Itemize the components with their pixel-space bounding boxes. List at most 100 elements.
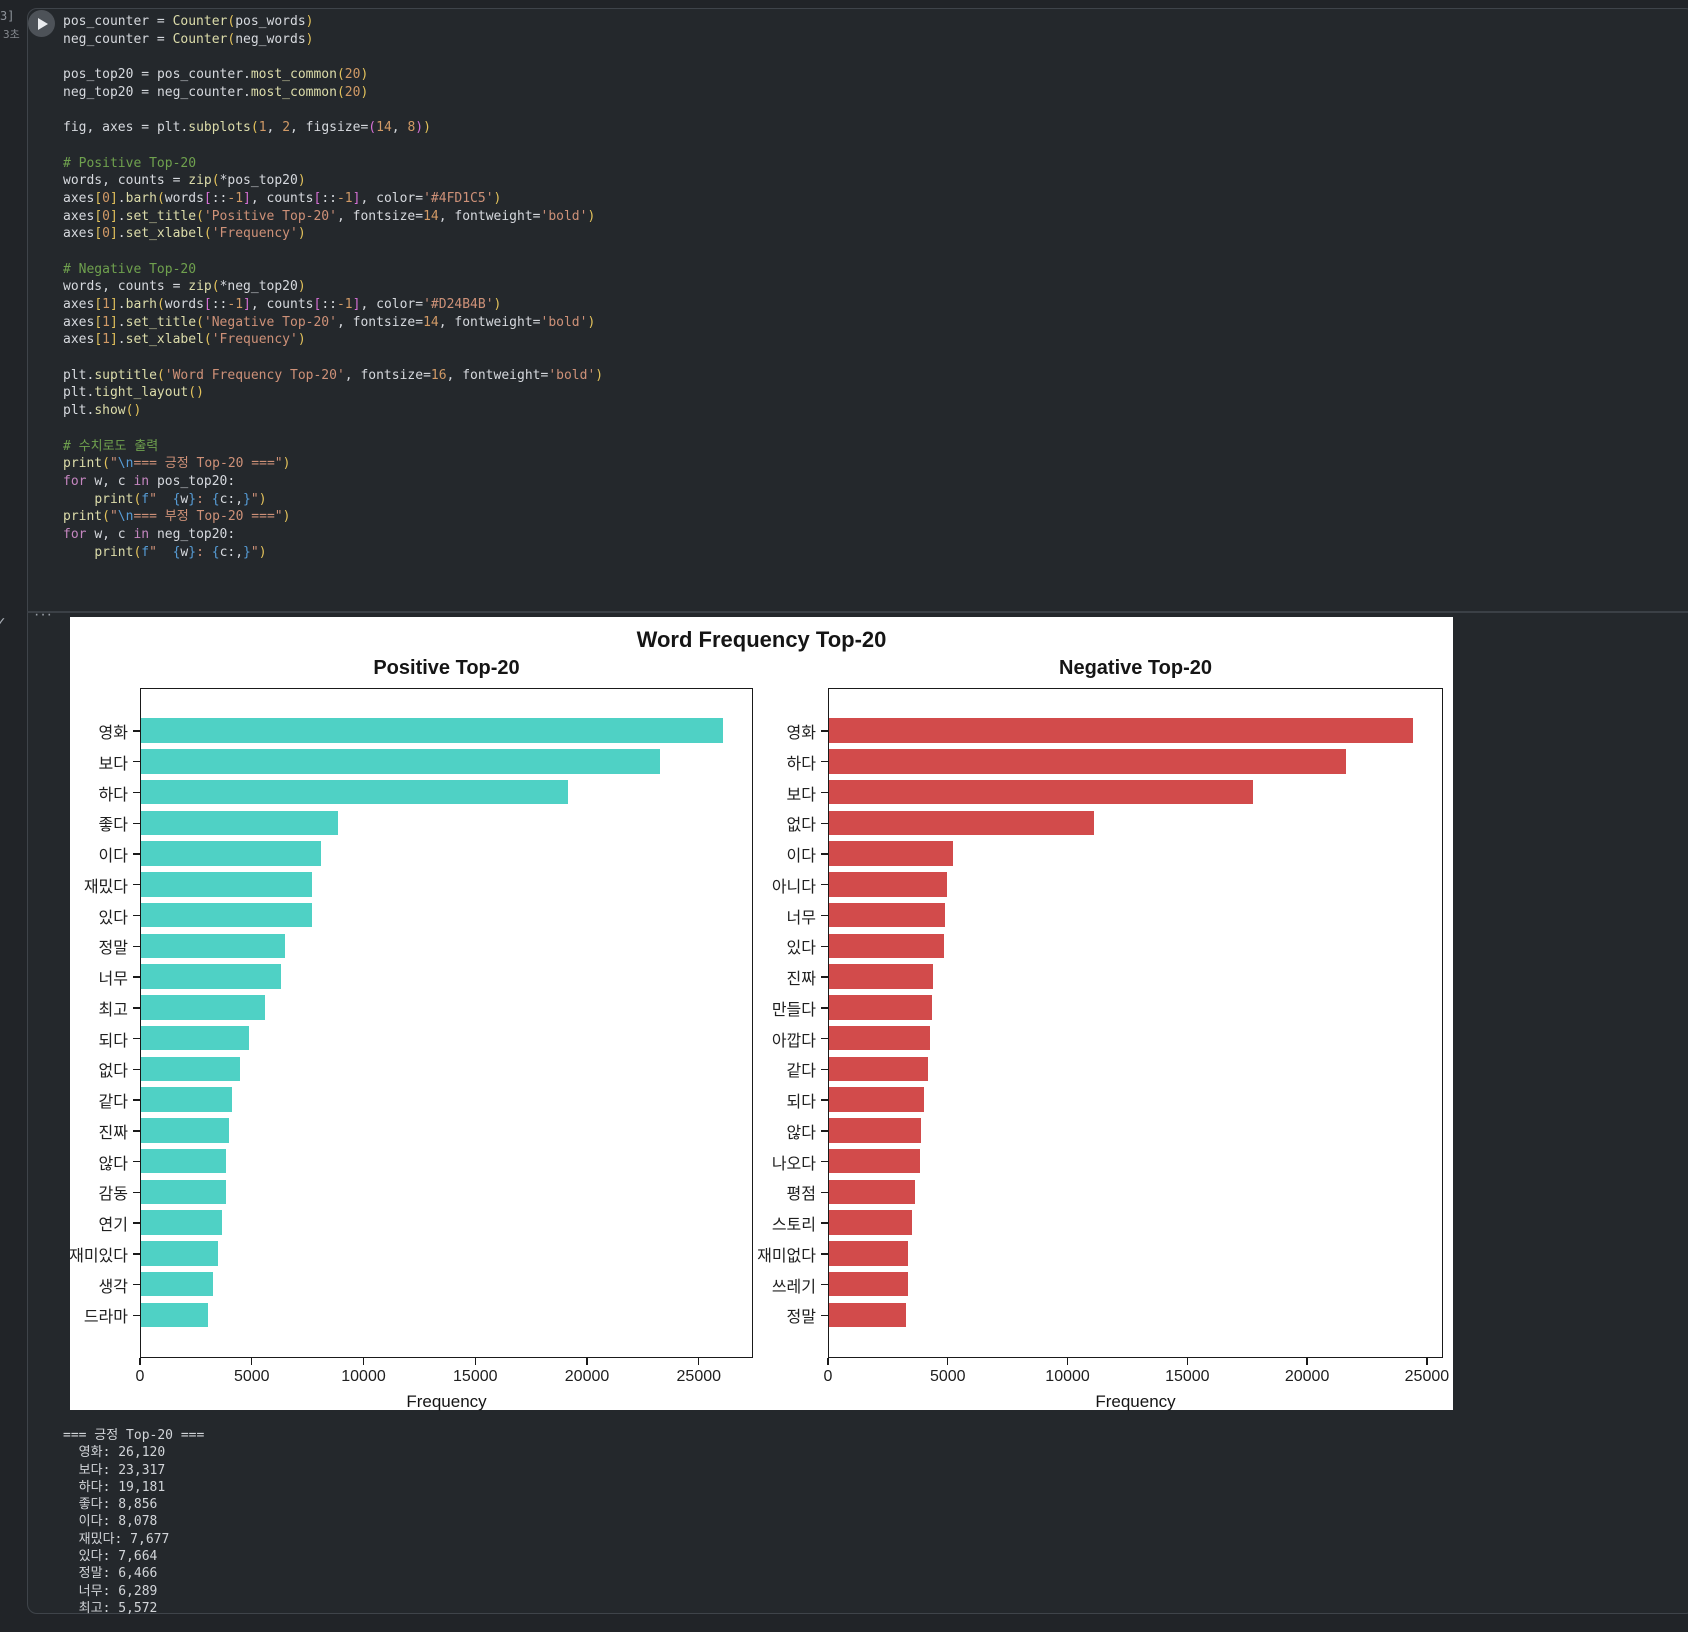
y-tick-mark [821,822,828,824]
bar-row [829,992,1442,1023]
bar [141,779,569,805]
y-tick-label: 같다 [98,1094,128,1112]
output-menu-button[interactable]: ··· [34,606,53,623]
y-tick-mark [133,1191,140,1194]
bar [141,933,286,959]
cell-execution-time: 3초 [3,28,20,41]
y-tick-mark [821,1253,828,1255]
y-tick-mark [821,853,828,855]
code-line: print(f" {w}: {c:,}") [94,544,267,560]
bar-row [141,1269,752,1300]
y-tick-mark [821,730,828,732]
code-line: plt.show() [63,403,142,419]
y-tick-mark [821,1130,828,1132]
y-tick-mark [821,761,828,763]
y-tick-mark [133,791,140,794]
bar [829,1025,930,1051]
y-tick-label: 너무 [98,971,128,989]
x-tick-mark [251,1358,253,1365]
y-tick-label: 같다 [786,1063,816,1081]
y-tick-mark [133,1314,140,1317]
bar [829,1302,906,1328]
code-line [63,349,603,367]
y-tick-label: 너무 [786,909,816,927]
y-tick-label: 영화 [786,724,816,742]
bar-row [141,1238,752,1269]
y-tick-mark [821,1160,828,1163]
y-tick-mark [133,1130,140,1132]
code-line: for w, c in pos_top20: [63,473,236,489]
bar [829,749,1346,774]
y-tick-label: 보다 [98,755,128,773]
x-tick-mark [139,1358,141,1365]
bar [829,1210,912,1235]
code-line: print(f" {w}: {c:,}") [94,491,267,507]
y-tick-label: 않다 [786,1124,816,1142]
bar-row [141,838,752,869]
cell-execution-count: 3] [0,9,15,23]
bar-row [141,1084,752,1115]
bar [141,1118,229,1143]
bar-row [829,1146,1442,1177]
code-editor[interactable]: pos_counter = Counter(pos_words) neg_coun… [63,13,603,561]
bar [141,1241,218,1266]
y-tick-mark [133,1007,140,1009]
x-tick-label: 10000 [341,1368,386,1385]
bar [141,718,723,743]
bar-row [829,1023,1442,1054]
y-tick-label: 없다 [786,817,816,835]
y-tick-label: 영화 [98,724,128,742]
y-tick-label: 만들다 [771,1001,816,1019]
y-tick-label: 연기 [98,1217,128,1235]
bar-row [829,1053,1442,1084]
y-tick-mark [821,1222,828,1224]
code-line: for w, c in neg_top20: [63,526,236,542]
bars-area [829,689,1442,1330]
x-tick-label: 0 [823,1368,833,1385]
y-tick-mark [133,1037,140,1040]
bar [141,872,313,897]
x-tick-mark [1186,1358,1189,1365]
y-tick-label: 재미있다 [69,1247,128,1265]
y-tick-mark [133,1099,140,1101]
bar-row [829,1084,1442,1115]
run-cell-button[interactable] [28,10,55,37]
y-tick-mark [821,884,828,886]
bar-row [829,1176,1442,1207]
bar-row [829,1238,1442,1269]
plot-title: Positive Top-20 [373,657,520,679]
y-tick-label: 없다 [98,1063,128,1081]
y-tick-label: 생각 [98,1278,128,1296]
x-tick-label: 15000 [453,1368,498,1385]
code-line: # 수치로도 출력 [63,438,159,454]
code-line [63,137,603,155]
y-tick-label: 하다 [786,755,816,773]
bar [141,1210,222,1235]
code-line: axes[1].set_title('Negative Top-20', fon… [63,314,596,330]
bar-row [829,1115,1442,1146]
bar-row [829,1299,1442,1330]
y-tick-label: 재밌다 [83,878,128,896]
x-tick-label: 10000 [1045,1368,1090,1385]
y-tick-label: 재미없다 [757,1247,816,1265]
cell-output-divider [27,611,1688,613]
bar [141,1056,240,1082]
code-line: fig, axes = plt.subplots(1, 2, figsize=(… [63,120,431,136]
bar [141,841,321,866]
y-tick-label: 진짜 [98,1124,128,1142]
bar [829,872,947,897]
code-line: print("\n=== 긍정 Top-20 ===") [63,456,291,472]
y-tick-label: 스토리 [771,1217,816,1235]
x-tick-label: 25000 [1404,1368,1450,1385]
y-tick-mark [133,730,140,732]
bar-row [141,715,752,746]
code-line: plt.tight_layout() [63,385,204,401]
y-tick-mark [133,1253,140,1255]
y-tick-mark [133,822,140,824]
bar [829,964,933,989]
code-line: # Positive Top-20 [63,155,197,171]
y-tick-mark [821,914,828,917]
bar-row [829,807,1442,838]
play-icon [38,17,48,30]
x-axis-label: Frequency [1095,1392,1176,1411]
